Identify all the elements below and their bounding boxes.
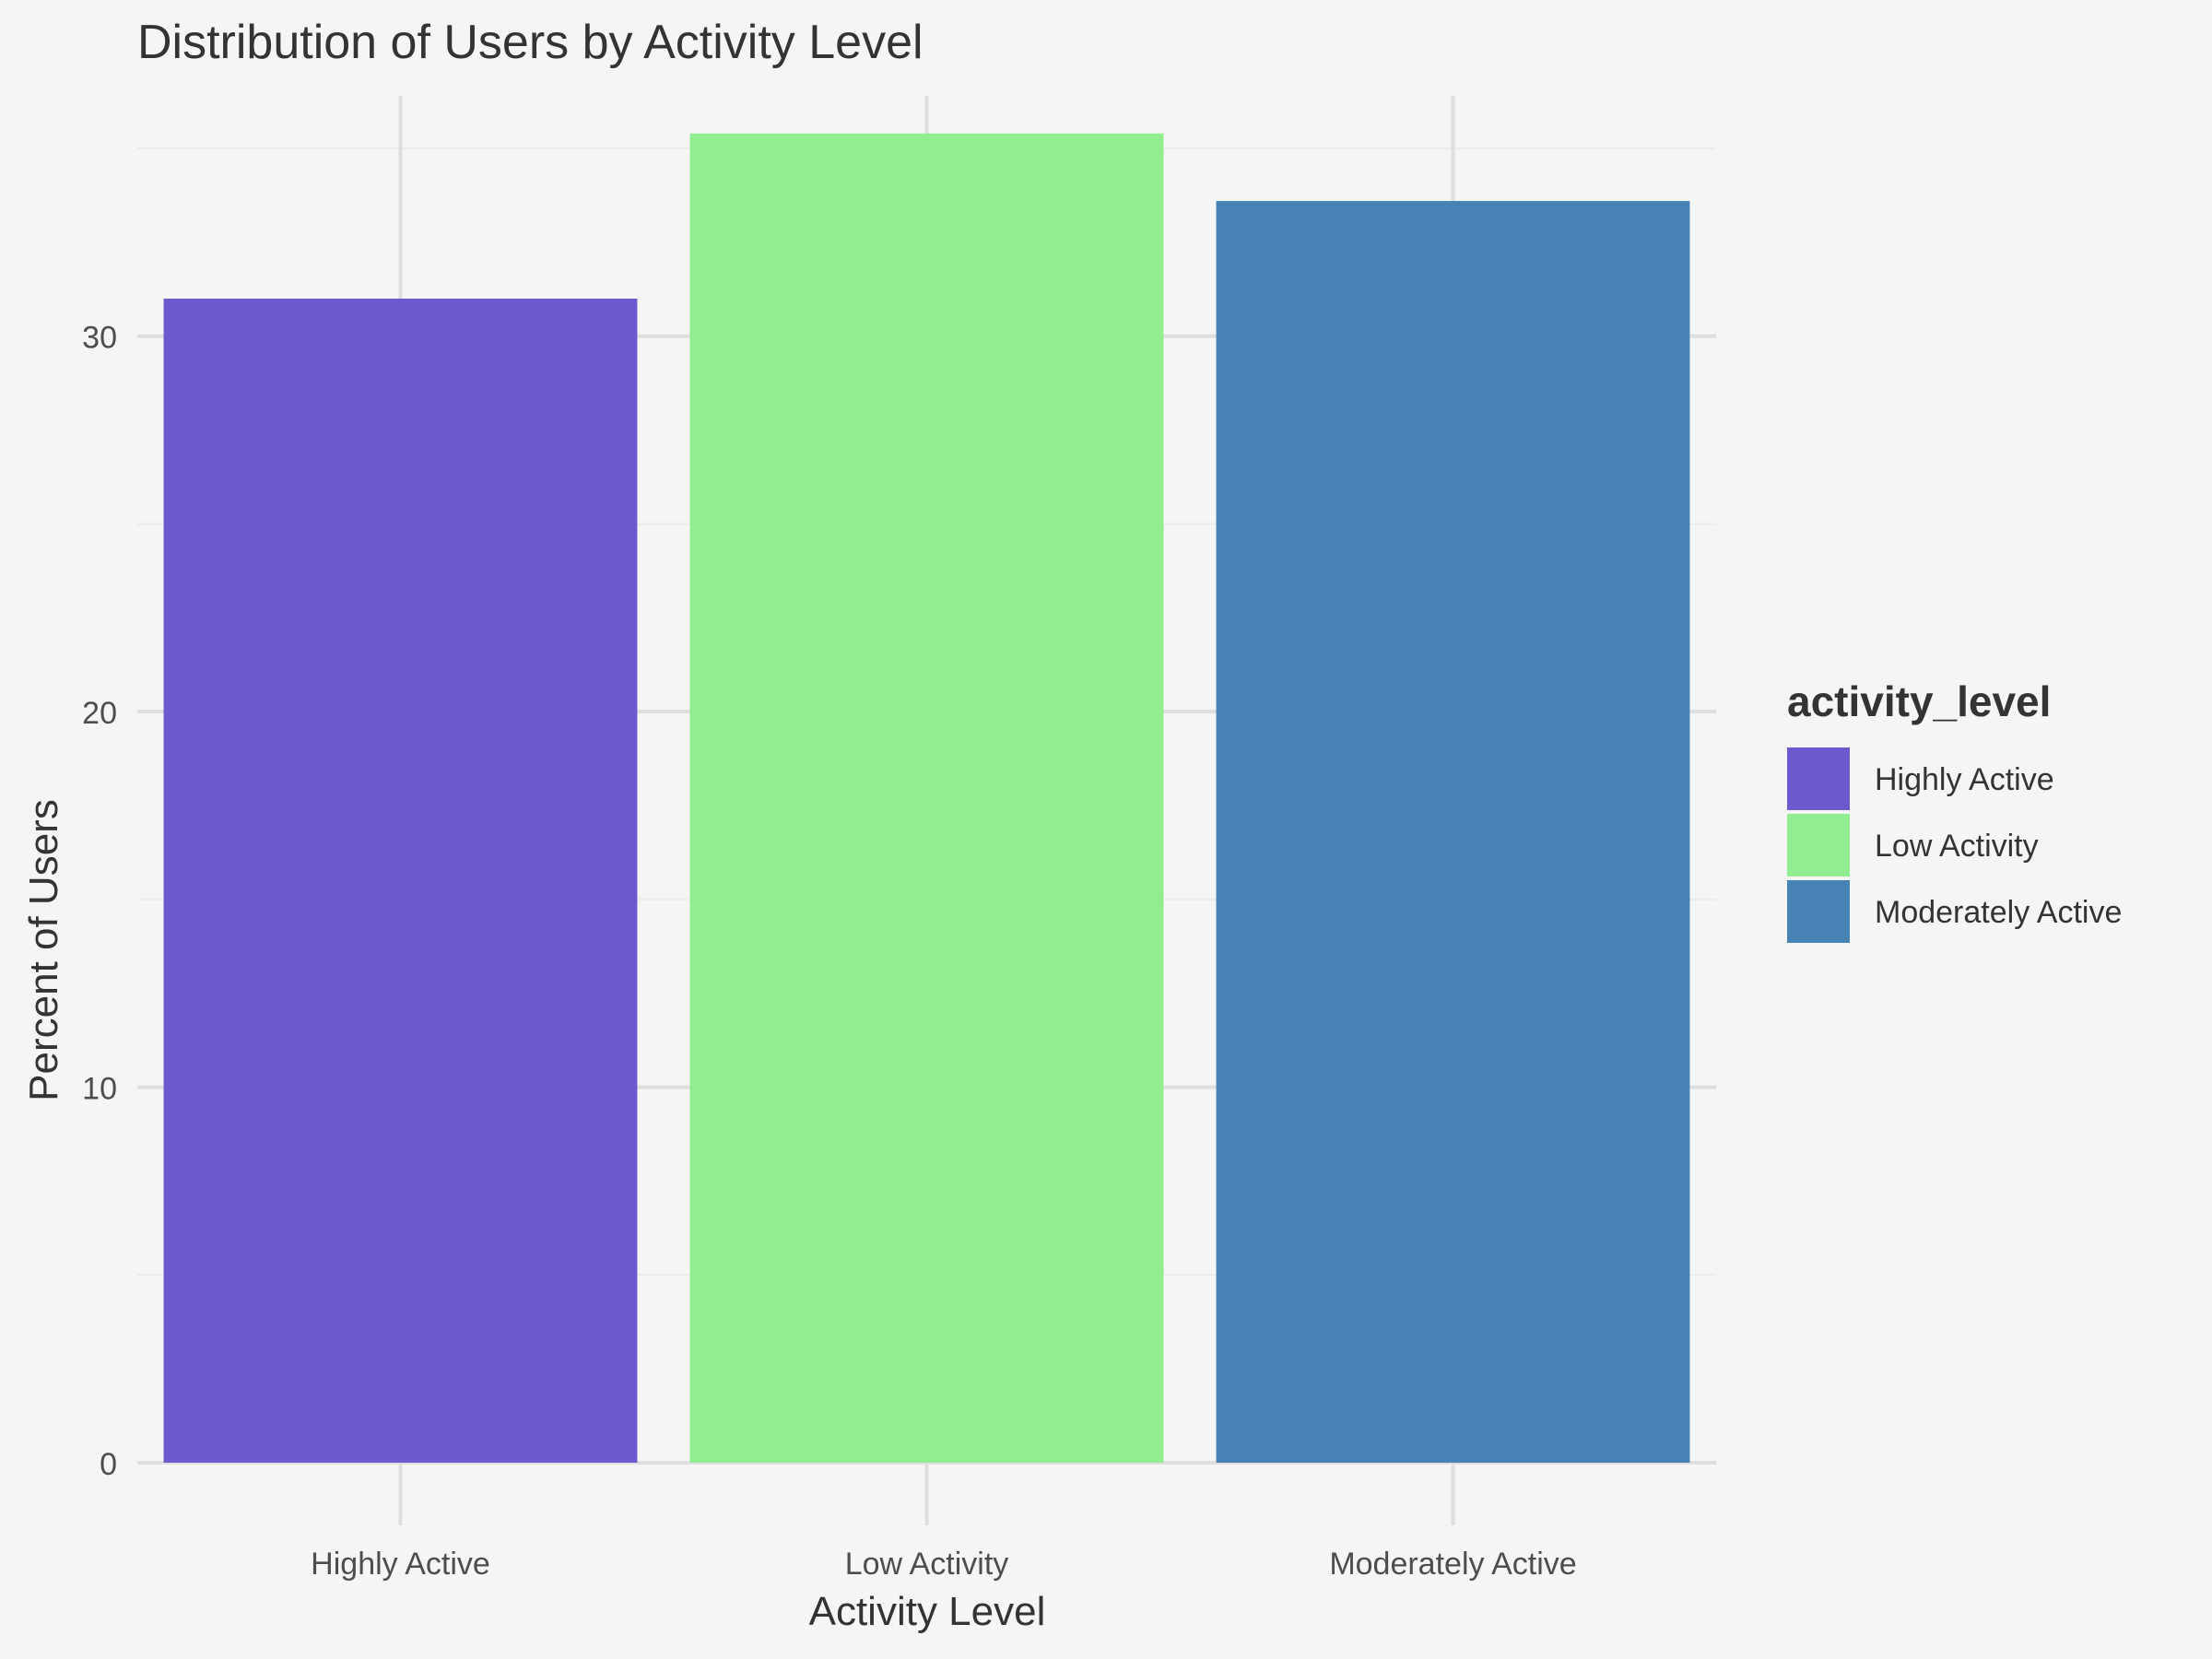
- legend-items: Highly Active Low Activity Moderately Acti…: [1787, 747, 2122, 943]
- x-axis-ticks: Highly Active Low Activity Moderately Acti…: [311, 1547, 1577, 1582]
- y-tick-label: 0: [100, 1447, 117, 1482]
- x-tick-label: Highly Active: [311, 1547, 490, 1582]
- chart-title: Distribution of Users by Activity Level: [137, 16, 924, 69]
- y-tick-label: 30: [82, 321, 117, 356]
- bar-highly-active: [163, 299, 638, 1463]
- x-tick-label: Low Activity: [845, 1547, 1009, 1582]
- y-tick-label: 10: [82, 1072, 117, 1107]
- legend-label: Low Activity: [1875, 829, 2039, 864]
- legend-swatch: [1787, 880, 1850, 943]
- y-axis-label: Percent of Users: [21, 799, 66, 1101]
- bar-moderately-active: [1216, 201, 1690, 1464]
- legend-swatch: [1787, 814, 1850, 877]
- legend-label: Moderately Active: [1875, 895, 2122, 930]
- bar-layer: [163, 133, 1690, 1464]
- x-axis-label: Activity Level: [809, 1589, 1046, 1634]
- legend-title: activity_level: [1787, 677, 2051, 725]
- x-tick-label: Moderately Active: [1329, 1547, 1576, 1582]
- legend-label: Highly Active: [1875, 762, 2054, 797]
- y-axis-ticks: 0 10 20 30: [82, 321, 117, 1482]
- y-tick-label: 20: [82, 696, 117, 731]
- legend: activity_level Highly Active Low Activity…: [1787, 677, 2122, 943]
- legend-swatch: [1787, 747, 1850, 810]
- bar-low-activity: [689, 133, 1164, 1464]
